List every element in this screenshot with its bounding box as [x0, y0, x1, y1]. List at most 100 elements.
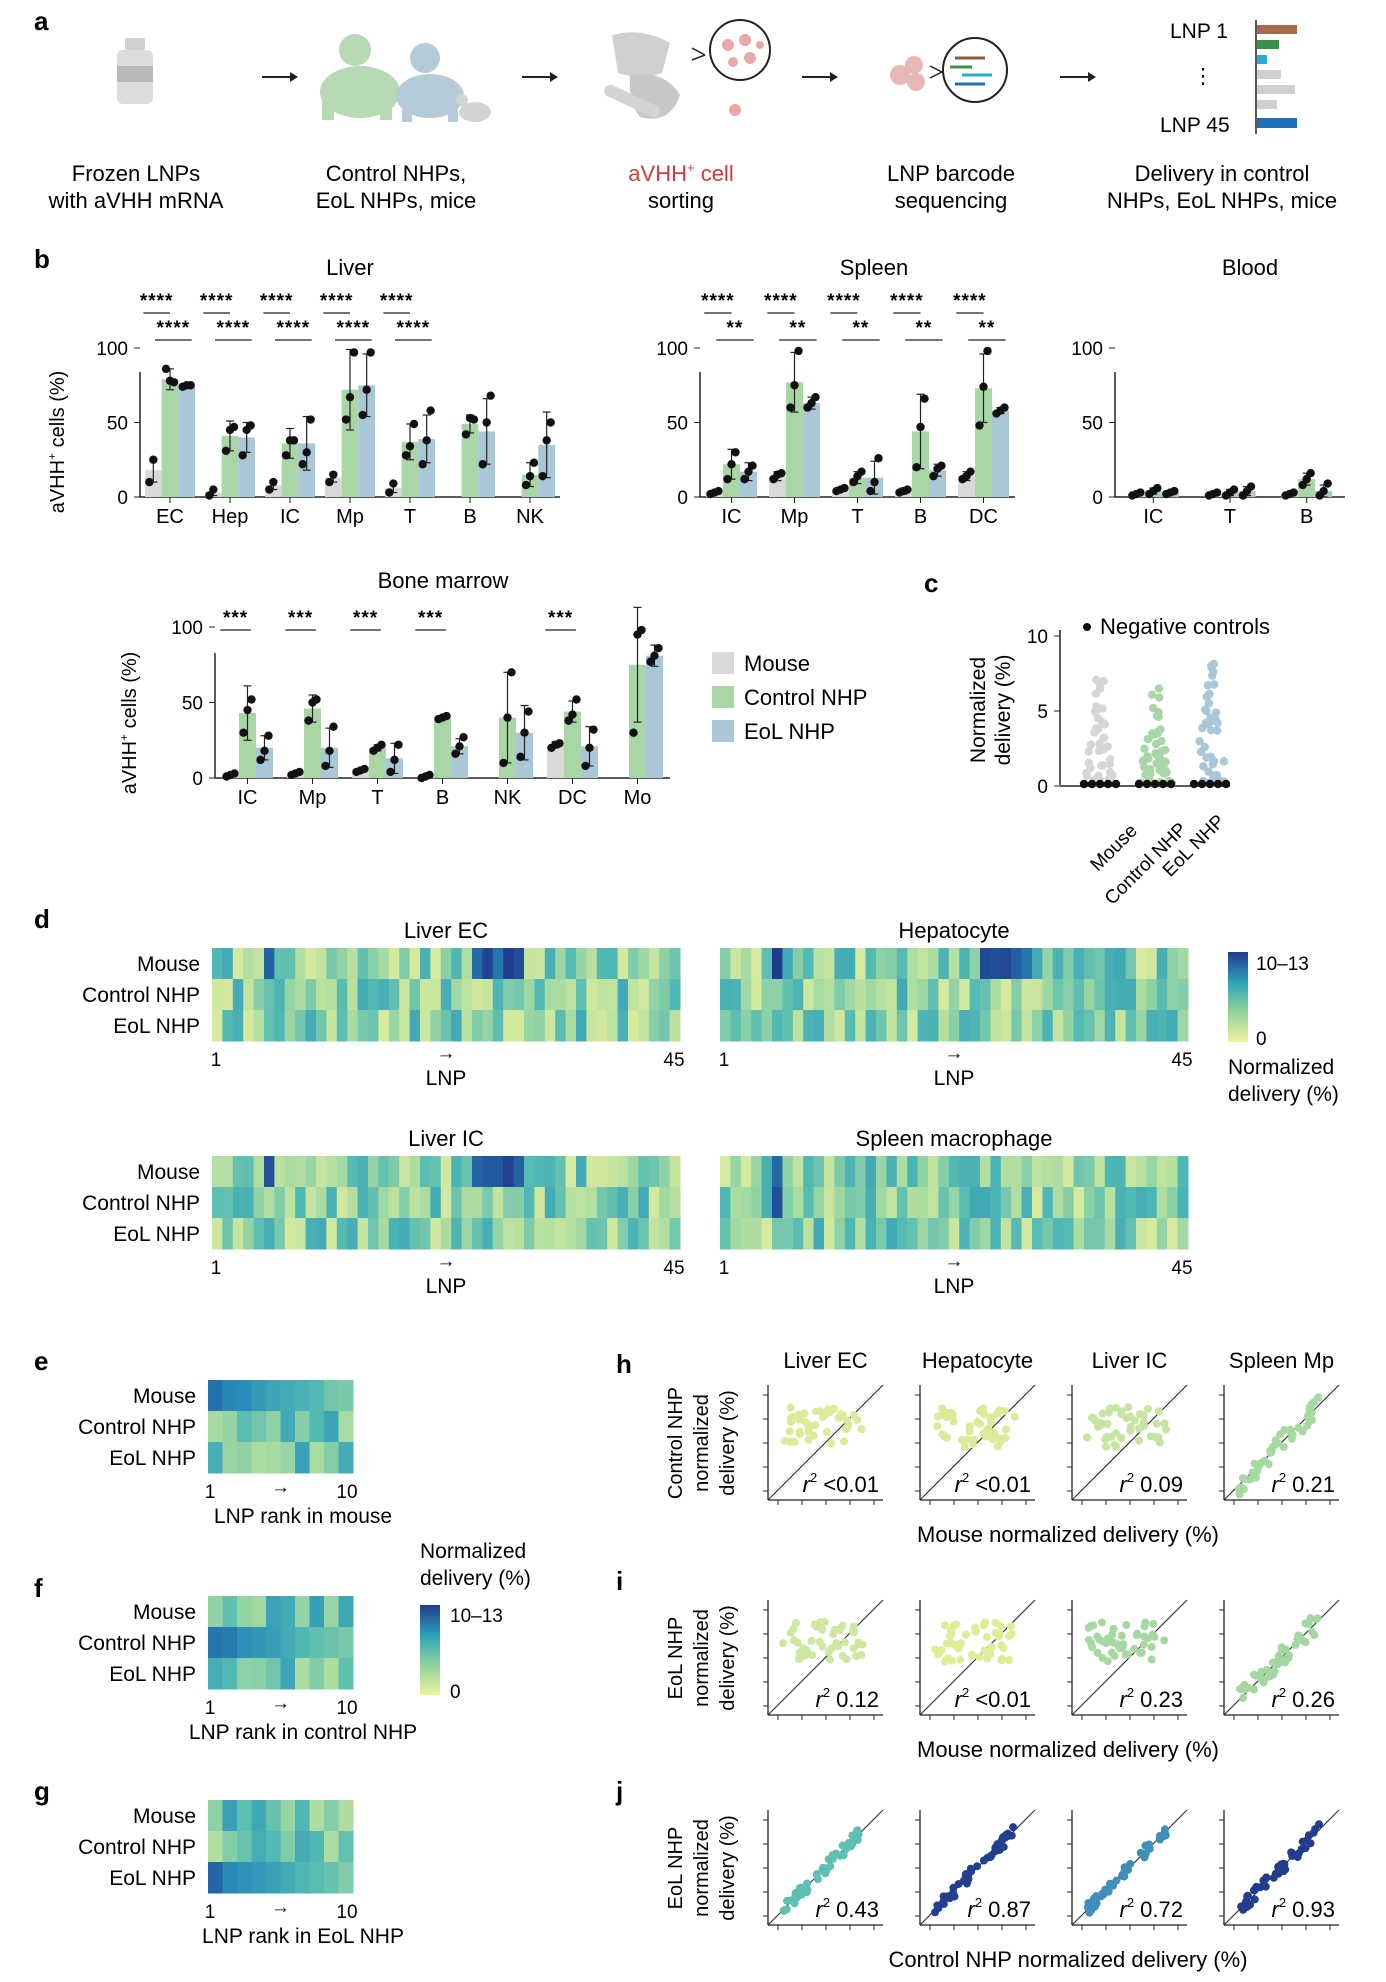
scatter-point: [1143, 1404, 1152, 1413]
x-start-label: 1: [719, 1050, 730, 1071]
heatmap-cell: [876, 948, 887, 980]
d-colorbar-top: 10–13: [1256, 954, 1309, 975]
significance-label: ****: [320, 291, 354, 312]
scatter-point: [949, 1417, 958, 1426]
heatmap-cell: [730, 1010, 742, 1042]
heatmap-cell: [232, 948, 244, 980]
heatmap-cell: [865, 979, 877, 1011]
heatmap-cell: [544, 979, 556, 1011]
significance-annotations: ****************************************…: [140, 291, 1006, 631]
r2-label: r2 0.93: [1272, 1895, 1336, 1922]
scatter-point: [1314, 1820, 1323, 1829]
scatter-point: [1266, 1447, 1275, 1456]
heatmap-cell: [555, 1010, 567, 1042]
heatmap-cell: [420, 948, 431, 980]
rank-row-label: Mouse: [133, 1805, 196, 1828]
rank-cell: [251, 1658, 267, 1690]
data-point: [394, 740, 403, 749]
r2-symbol: r: [816, 1687, 825, 1712]
heatmap-row-label: Control NHP: [82, 1192, 200, 1215]
scatter-point: [1250, 1886, 1259, 1895]
heatmap-cell: [761, 948, 773, 980]
heatmap-cell: [607, 1010, 619, 1042]
heatmap-cell: [388, 979, 400, 1011]
scatter-point: [941, 1621, 950, 1630]
heatmap-cell: [420, 1218, 431, 1250]
rank-row-label: EoL NHP: [109, 1447, 196, 1470]
heatmap-cell: [1021, 1187, 1033, 1219]
heatmap-cell: [969, 1218, 981, 1250]
heatmap-cell: [1073, 1156, 1085, 1188]
scatter-point: [984, 1648, 993, 1657]
chart-title: Blood: [1222, 255, 1278, 280]
heatmap-cell: [628, 1218, 639, 1250]
heatmap-cell: [990, 1156, 1002, 1188]
data-point: [377, 740, 386, 749]
c-point: [1151, 739, 1161, 749]
x-tick-label: EC: [156, 506, 184, 528]
scatter-column-title: Spleen Mp: [1229, 1348, 1334, 1373]
heatmap-cell: [576, 1156, 587, 1188]
step2-line1: Control NHPs,: [326, 161, 467, 186]
heatmap-cell: [440, 1010, 452, 1042]
scatter-point: [1002, 1425, 1011, 1434]
rank-cell: [222, 1411, 238, 1443]
r2-sup: 2: [823, 1685, 830, 1700]
significance-label: ****: [140, 291, 174, 312]
heatmap-cell: [1167, 1218, 1179, 1250]
heatmap-cell: [565, 1187, 577, 1219]
heatmap-cell: [1104, 1156, 1116, 1188]
bar: [434, 717, 451, 778]
heatmap-cell: [409, 979, 421, 1011]
heatmap-cell: [917, 979, 929, 1011]
bar: [803, 403, 820, 497]
heatmap-cell: [730, 1156, 742, 1188]
heatmap-cell: [1073, 979, 1085, 1011]
scatter-ylabel-3: delivery (%): [717, 1815, 739, 1921]
rank-cell: [309, 1627, 325, 1659]
rank-cell: [338, 1596, 354, 1628]
heatmap-cell: [316, 1156, 327, 1188]
x-tick-label: NK: [516, 506, 544, 528]
heatmap-cell: [938, 1156, 950, 1188]
significance-label: ****: [953, 291, 987, 312]
heatmap-cell: [336, 1156, 348, 1188]
heatmap-cell: [378, 1010, 390, 1042]
scatter-point: [1124, 1865, 1133, 1874]
cells-barcode-icon: [890, 37, 1008, 103]
heatmap-liver-ec: Liver EC Mouse Control NHP EoL NHP 1 45 → LNP: [82, 918, 684, 1090]
heatmap-cell: [253, 1010, 265, 1042]
y-axis-label: aVHH+ cells (%): [45, 371, 69, 514]
data-point: [386, 767, 395, 777]
scatter-point: [1162, 1425, 1171, 1434]
heatmap-cell: [1032, 948, 1043, 980]
c-point: [1105, 767, 1115, 777]
y-tick-label: 50: [107, 414, 128, 435]
heatmap-cell: [792, 1156, 804, 1188]
heatmap-cell: [1052, 979, 1064, 1011]
heatmap-cell: [886, 948, 898, 980]
rank-cell: [251, 1411, 267, 1443]
rank-cell: [222, 1862, 238, 1894]
heatmap-cell: [336, 948, 348, 980]
rank-cell: [222, 1380, 238, 1412]
identity-line: [767, 1384, 884, 1501]
heatmap-cell: [368, 1010, 379, 1042]
heatmap-cell: [576, 1218, 587, 1250]
r2-symbol: r: [816, 1897, 825, 1922]
scatter-point: [947, 1629, 956, 1638]
scatter-point: [1268, 1658, 1277, 1667]
rank-cell: [324, 1831, 339, 1863]
heatmap-cell: [544, 1218, 556, 1250]
heatmap-cell: [316, 948, 327, 980]
heatmap-cell: [1156, 1010, 1168, 1042]
r2-symbol: r: [968, 1897, 977, 1922]
heatmap-cell: [576, 948, 587, 980]
scatter-point: [960, 1442, 969, 1451]
c-point: [1206, 752, 1216, 761]
heatmap-cell: [772, 1010, 783, 1042]
c-point: [1203, 681, 1213, 690]
scatter-point: [1005, 1655, 1014, 1664]
scatter-point: [1238, 1693, 1247, 1702]
